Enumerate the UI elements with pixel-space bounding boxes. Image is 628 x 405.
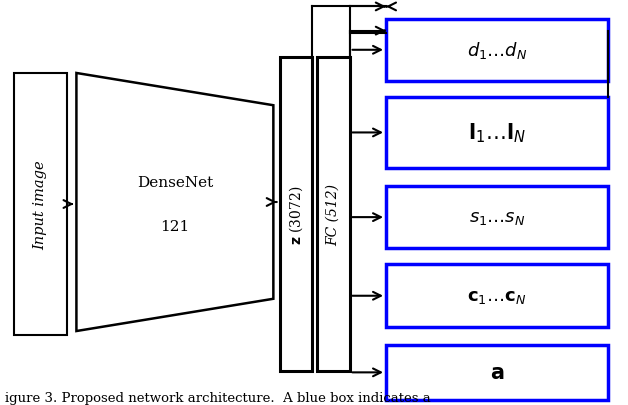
FancyBboxPatch shape bbox=[386, 265, 608, 327]
Text: $\mathbf{z}$ (3072): $\mathbf{z}$ (3072) bbox=[287, 185, 305, 244]
Text: Input image: Input image bbox=[33, 160, 48, 249]
FancyBboxPatch shape bbox=[386, 98, 608, 168]
Text: $d_1 \ldots d_N$: $d_1 \ldots d_N$ bbox=[467, 40, 527, 61]
FancyBboxPatch shape bbox=[386, 186, 608, 249]
Text: DenseNet: DenseNet bbox=[137, 175, 213, 190]
Text: 121: 121 bbox=[160, 220, 190, 234]
Text: $\mathbf{a}$: $\mathbf{a}$ bbox=[490, 362, 504, 382]
Text: $\mathbf{c}_1 \ldots \mathbf{c}_N$: $\mathbf{c}_1 \ldots \mathbf{c}_N$ bbox=[467, 287, 526, 305]
Text: FC (512): FC (512) bbox=[327, 183, 340, 245]
FancyBboxPatch shape bbox=[279, 58, 312, 371]
FancyBboxPatch shape bbox=[14, 74, 67, 335]
FancyBboxPatch shape bbox=[317, 58, 350, 371]
Text: igure 3. Proposed network architecture.  A blue box indicates a: igure 3. Proposed network architecture. … bbox=[4, 391, 430, 404]
Text: $\mathbf{l}_1 \ldots \mathbf{l}_N$: $\mathbf{l}_1 \ldots \mathbf{l}_N$ bbox=[468, 122, 526, 145]
Polygon shape bbox=[77, 74, 273, 331]
FancyBboxPatch shape bbox=[386, 19, 608, 82]
FancyBboxPatch shape bbox=[386, 345, 608, 400]
Text: $s_1 \ldots s_N$: $s_1 \ldots s_N$ bbox=[468, 209, 525, 226]
